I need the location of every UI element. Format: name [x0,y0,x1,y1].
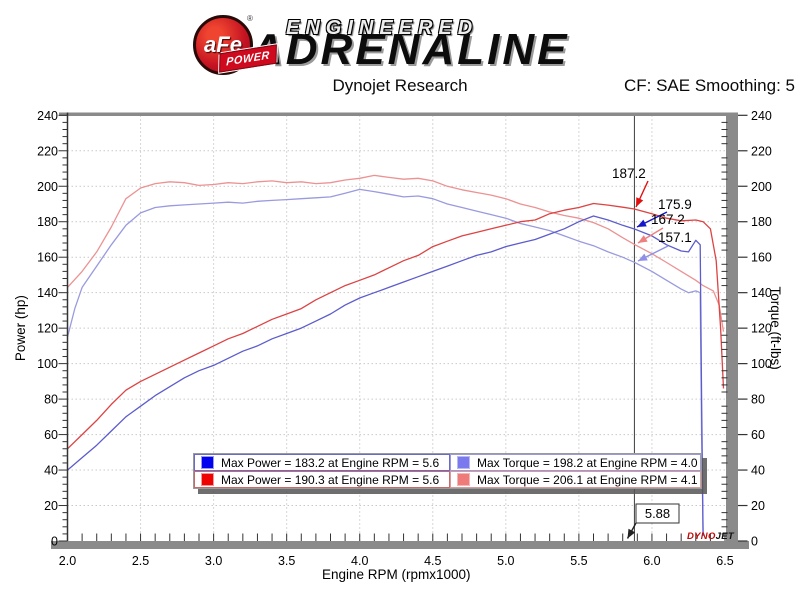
x-tick-label: 4.0 [351,554,368,568]
legend-item-max-power-stock: Max Power = 183.2 at Engine RPM = 5.6 [194,454,450,471]
legend-item-max-torque-afe: Max Torque = 206.1 at Engine RPM = 4.1 [450,471,701,488]
x-tick-label: 2.5 [132,554,149,568]
curve-torque-stock [66,188,704,536]
legend-label: Max Torque = 198.2 at Engine RPM = 4.0 [477,455,698,470]
curves [66,174,725,536]
y-left-tick-label: 100 [37,357,58,371]
y-left-tick-label: 40 [44,464,58,478]
y-right-tick-label: 120 [751,322,772,336]
curve-torque-afe [67,174,725,332]
y-right-tick-label: 240 [751,109,772,123]
legend-label: Max Power = 183.2 at Engine RPM = 5.6 [221,455,440,470]
legend-swatch-salmon [457,473,470,486]
y-left-tick-label: 180 [37,215,58,229]
x-tick-label: 4.5 [424,554,441,568]
y-left-tick-label: 20 [44,499,58,513]
y-left-tick-label: 0 [51,535,58,549]
x-tick-label: 6.5 [716,554,733,568]
x-tick-label: 5.0 [497,554,514,568]
bottom-axis-bar [51,541,749,549]
y-left-tick-label: 140 [37,286,58,300]
legend-label: Max Torque = 206.1 at Engine RPM = 4.1 [477,472,698,487]
x-tick-label: 2.0 [59,554,76,568]
top-border [59,112,738,116]
y-right-tick-label: 220 [751,144,772,158]
x-tick-label: 3.5 [278,554,295,568]
chart-legend: Max Power = 183.2 at Engine RPM = 5.6 Ma… [193,453,702,489]
right-axis-title: Torque (ft-lbs) [768,287,783,370]
gridlines [67,115,725,541]
legend-item-max-power-afe: Max Power = 190.3 at Engine RPM = 5.6 [194,471,450,488]
x-axis-title: Engine RPM (rpmx1000) [322,567,471,582]
y-left-tick-label: 120 [37,322,58,336]
y-left-tick-label: 220 [37,144,58,158]
cursor-label-box [635,503,680,524]
y-right-tick-label: 160 [751,251,772,265]
x-tick-label: 3.0 [205,554,222,568]
y-right-tick-label: 20 [751,499,765,513]
dynojet-watermark-jet: JET [715,531,734,542]
adrenaline-wordmark: ADRENALINE [251,25,570,74]
y-right-tick-label: 80 [751,393,765,407]
y-right-tick-label: 0 [751,535,758,549]
chart-subtitle: Dynojet Research [332,76,468,95]
annotation-187.2: 187.2 [612,166,646,181]
right-axis-bar [726,112,738,549]
curve-power-afe [67,202,725,450]
axes [51,112,749,549]
y-left-tick-label: 80 [44,393,58,407]
y-left-tick-label: 60 [44,428,58,442]
y-left-tick-label: 160 [37,251,58,265]
y-left-tick-label: 200 [37,180,58,194]
dynojet-watermark-dyno: DYNO [687,531,716,542]
left-axis-title: Power (hp) [13,295,28,361]
legend-label: Max Power = 190.3 at Engine RPM = 5.6 [221,472,440,487]
legend-item-max-torque-stock: Max Torque = 198.2 at Engine RPM = 4.0 [450,454,701,471]
legend-swatch-red [201,473,214,486]
registered-trademark-icon: ® [247,14,253,23]
annotation-175.9: 175.9 [658,197,692,212]
x-tick-label: 5.5 [570,554,587,568]
annotation-167.2: 167.2 [651,212,685,227]
power-ribbon-text: POWER [226,48,270,69]
engineered-wordmark: ENGINEERED [286,17,479,39]
y-right-tick-label: 140 [751,286,772,300]
cursor-label: 5.88 [626,503,680,539]
annotation-157.1: 157.1 [658,230,692,245]
cursor-rpm-value: 5.88 [645,506,670,521]
legend-swatch-lightblue [457,456,470,469]
tick-labels: 0 0 20 20 40 40 60 60 80 80 100 100 120 120 140 140 160 1… [37,109,772,568]
legend-swatch-blue [201,456,214,469]
y-right-tick-label: 40 [751,464,765,478]
y-right-tick-label: 60 [751,428,765,442]
y-right-tick-label: 180 [751,215,772,229]
y-right-tick-label: 100 [751,357,772,371]
x-tick-label: 6.0 [643,554,660,568]
axis-titles: Power (hp) Torque (ft-lbs) Engine RPM (rpm… [13,287,783,582]
curve-power-stock [67,215,704,536]
y-left-tick-label: 240 [37,109,58,123]
dynojet-watermark: DYNOJET [687,531,734,542]
y-right-tick-label: 200 [751,180,772,194]
correction-factor-label: CF: SAE Smoothing: 5 [623,76,795,95]
